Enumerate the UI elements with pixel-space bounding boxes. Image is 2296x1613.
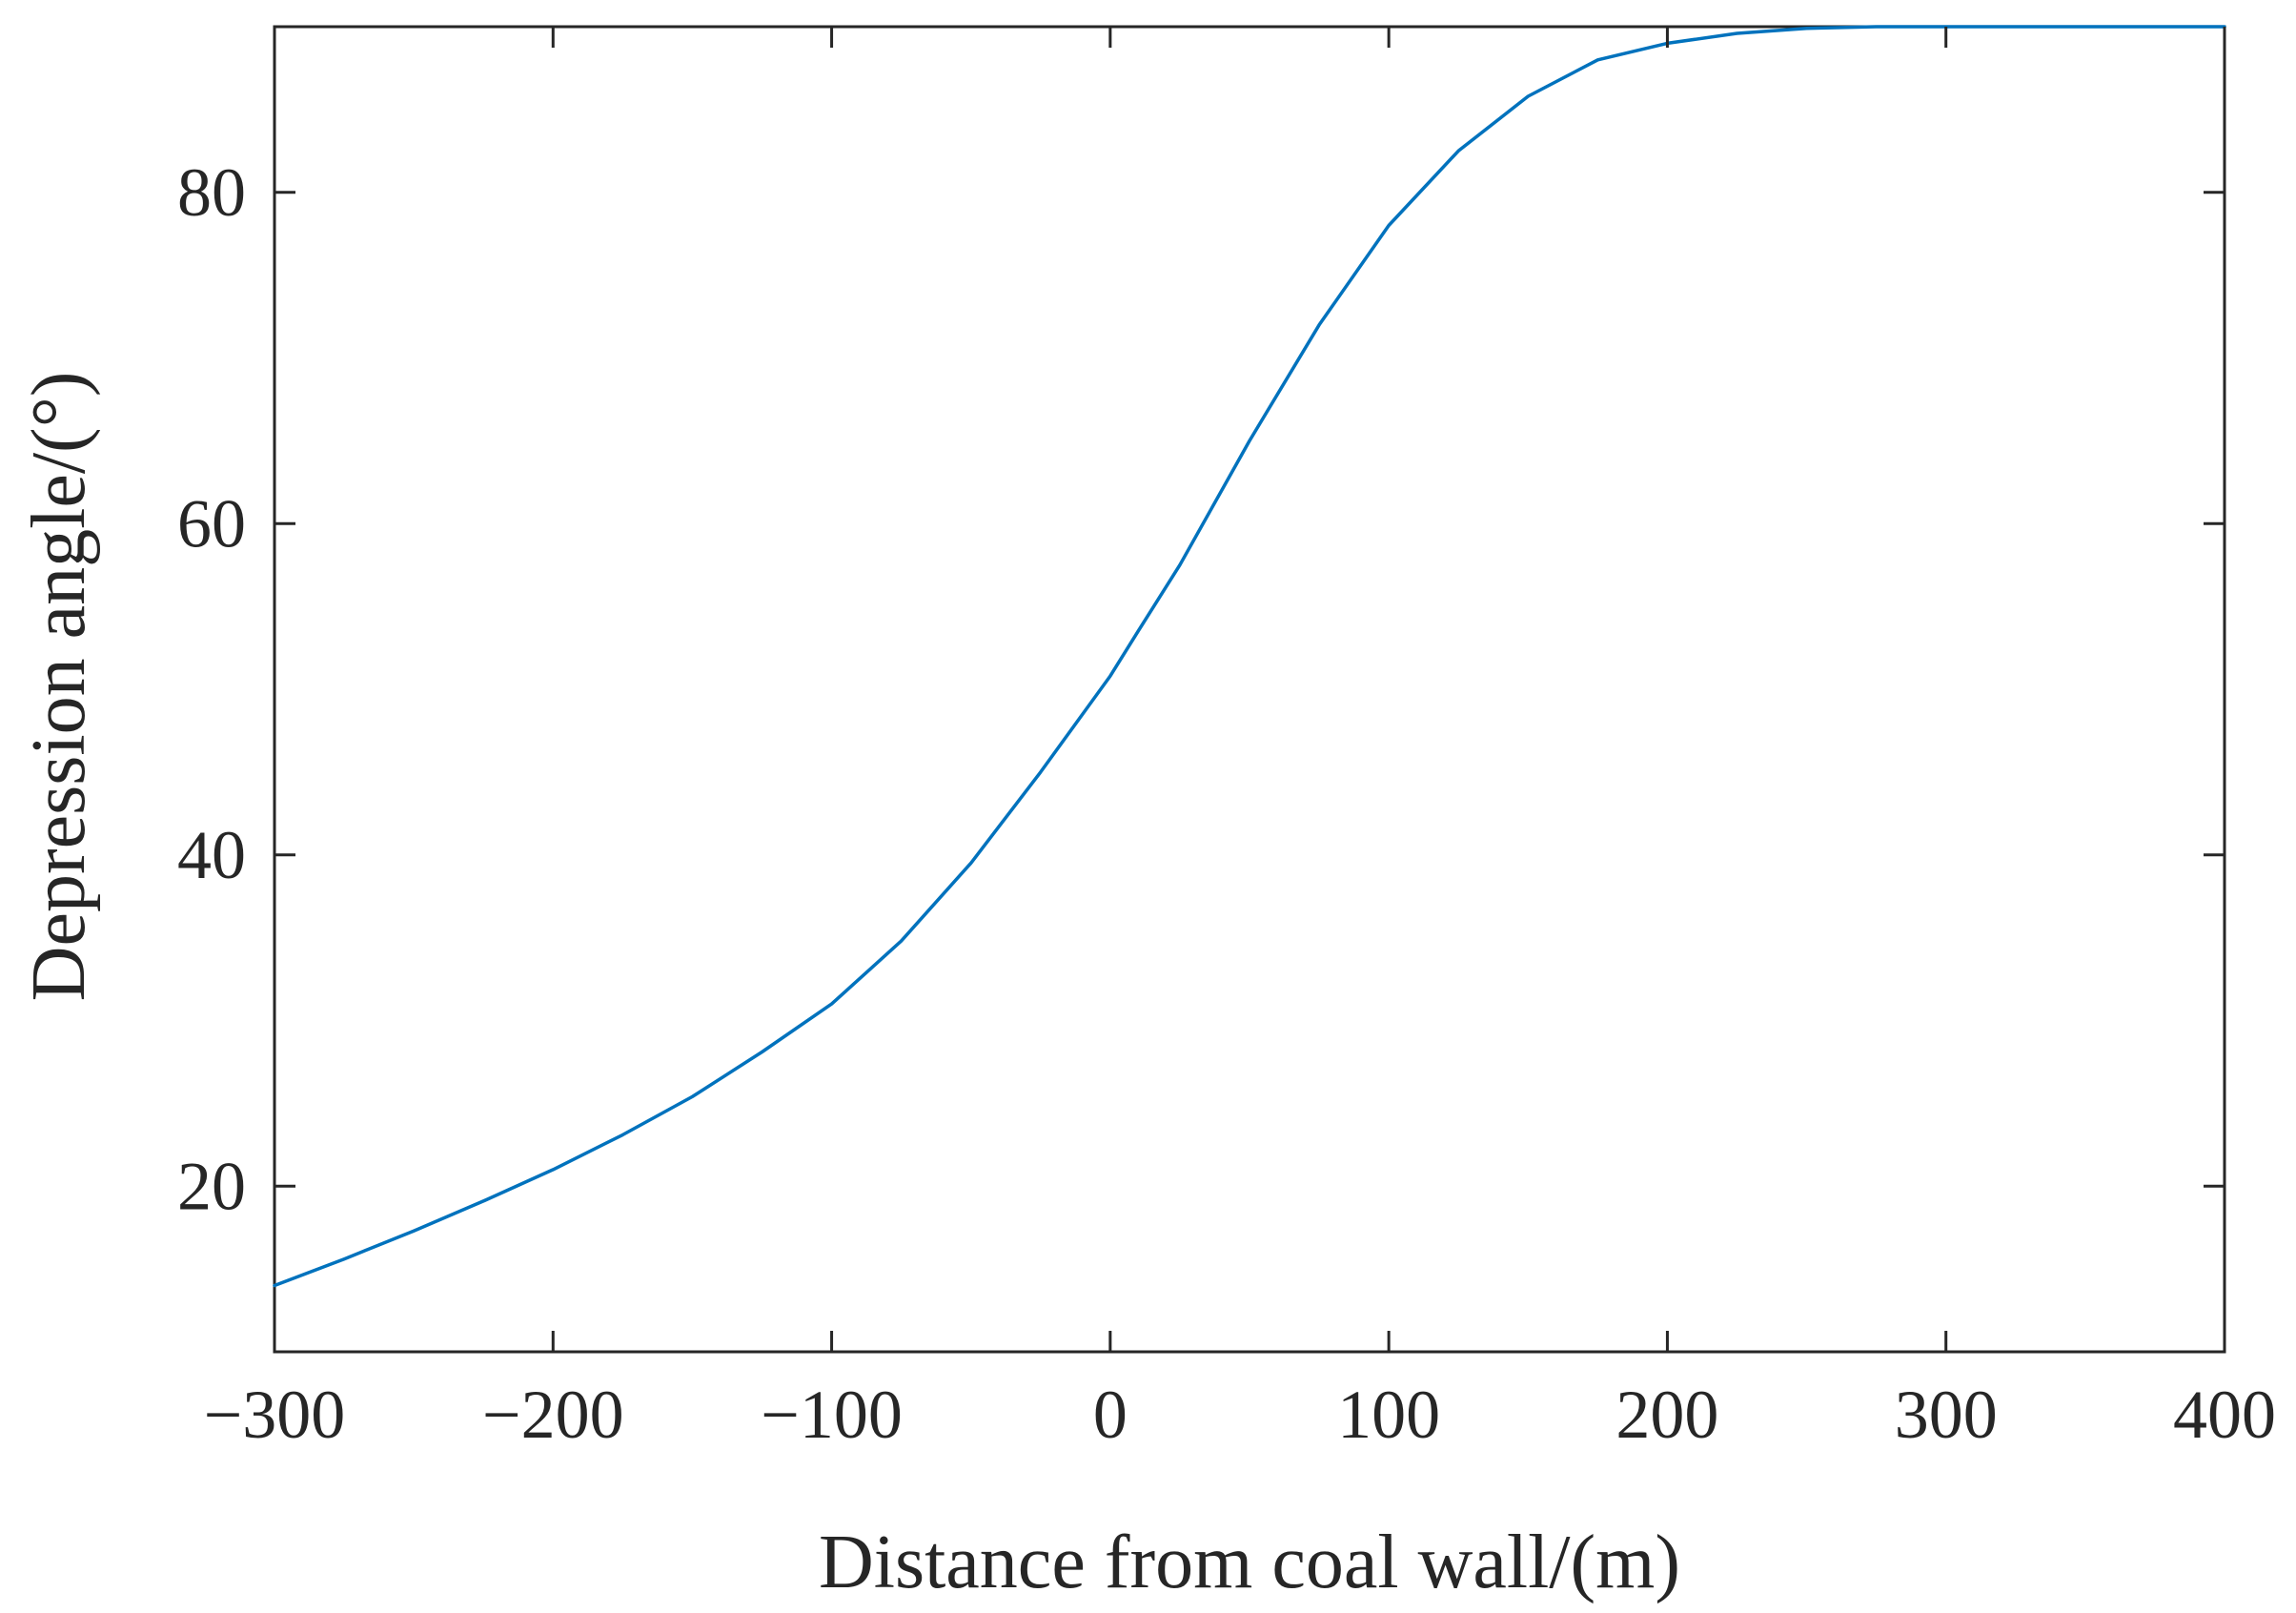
x-tick-label: 200: [1615, 1377, 1718, 1453]
series-line-0: [273, 25, 2226, 1288]
x-tick-label: 100: [1337, 1377, 1440, 1453]
x-tick-label: 0: [1093, 1377, 1128, 1453]
axis-ticks: [273, 27, 2226, 1352]
axes-box: [273, 25, 2226, 1354]
tick-labels: −300 −200 −100 0 100 200 300 400 20 40 60 80: [177, 154, 2276, 1453]
y-tick-label: 80: [177, 154, 246, 231]
x-axis-title: Distance from coal wall/(m): [819, 1521, 1680, 1604]
y-tick-label: 40: [177, 817, 246, 893]
y-tick-label: 20: [177, 1148, 246, 1224]
x-tick-label: 300: [1895, 1377, 1998, 1453]
x-tick-label: 400: [2173, 1377, 2276, 1453]
x-tick-label: −300: [204, 1377, 346, 1453]
x-tick-label: −100: [761, 1377, 903, 1453]
plot-area: [273, 25, 2226, 1354]
x-tick-label: −200: [482, 1377, 624, 1453]
y-tick-label: 60: [177, 485, 246, 561]
y-axis-title: Depression angle/(°): [17, 372, 101, 1002]
